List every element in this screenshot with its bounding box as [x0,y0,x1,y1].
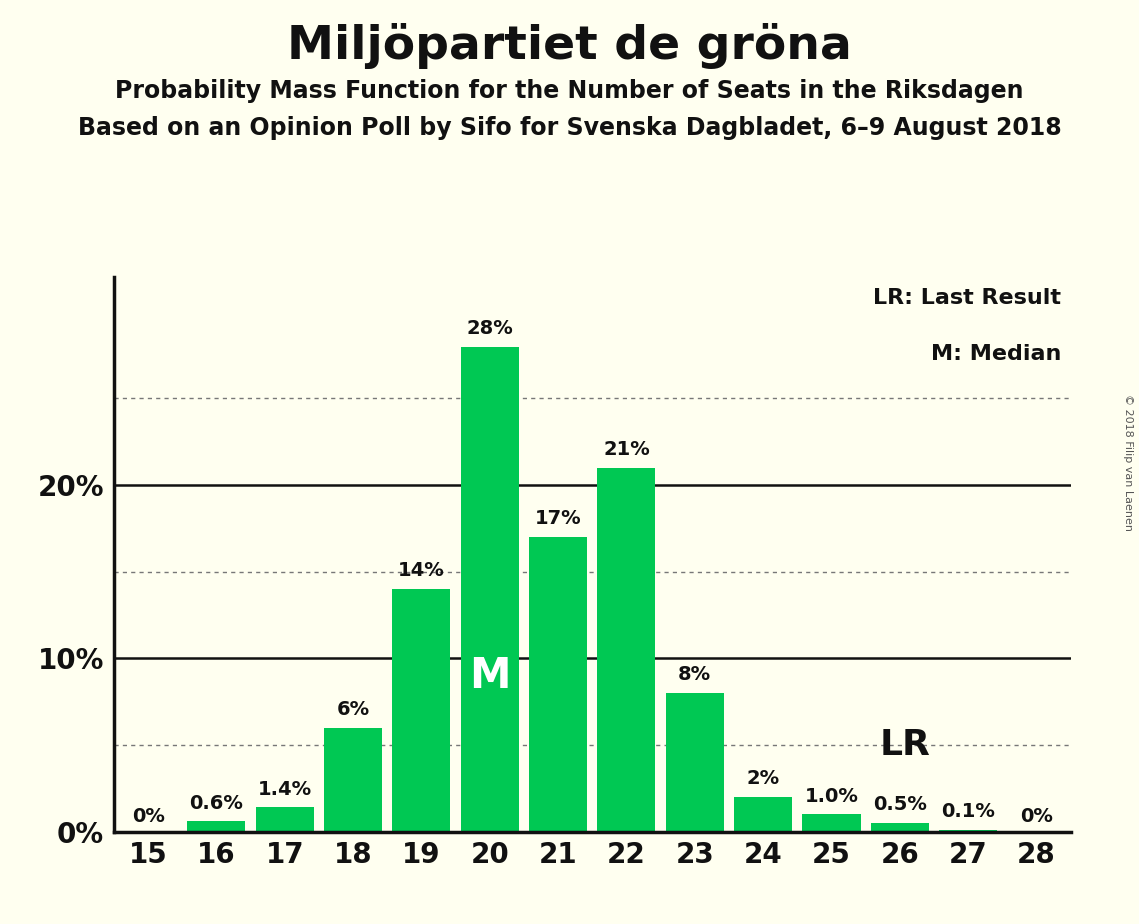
Text: © 2018 Filip van Laenen: © 2018 Filip van Laenen [1123,394,1133,530]
Text: 17%: 17% [535,509,581,529]
Text: LR: LR [879,728,931,762]
Text: 21%: 21% [603,440,650,459]
Bar [598,468,655,832]
Bar [870,823,928,832]
Text: 6%: 6% [336,700,370,719]
Bar [188,821,245,832]
Text: M: Median: M: Median [931,344,1062,364]
Text: M: M [469,655,510,697]
Text: Miljöpartiet de gröna: Miljöpartiet de gröna [287,23,852,69]
Text: 28%: 28% [466,319,514,338]
Text: 0.5%: 0.5% [872,796,927,814]
Text: 0%: 0% [132,808,164,826]
Bar [323,728,382,832]
Text: 14%: 14% [398,562,445,580]
Bar [528,537,587,832]
Bar [939,830,997,832]
Text: 0.1%: 0.1% [941,802,995,821]
Text: 1.0%: 1.0% [804,786,859,806]
Text: 8%: 8% [678,665,712,685]
Text: 2%: 2% [746,770,780,788]
Bar [460,346,518,832]
Text: Based on an Opinion Poll by Sifo for Svenska Dagbladet, 6–9 August 2018: Based on an Opinion Poll by Sifo for Sve… [77,116,1062,140]
Text: 0.6%: 0.6% [189,794,244,812]
Bar [393,590,450,832]
Text: LR: Last Result: LR: Last Result [874,288,1062,309]
Text: 0%: 0% [1021,808,1052,826]
Bar [665,693,723,832]
Bar [734,796,792,832]
Bar [802,814,860,832]
Text: Probability Mass Function for the Number of Seats in the Riksdagen: Probability Mass Function for the Number… [115,79,1024,103]
Bar [256,808,313,832]
Text: 1.4%: 1.4% [257,780,312,798]
